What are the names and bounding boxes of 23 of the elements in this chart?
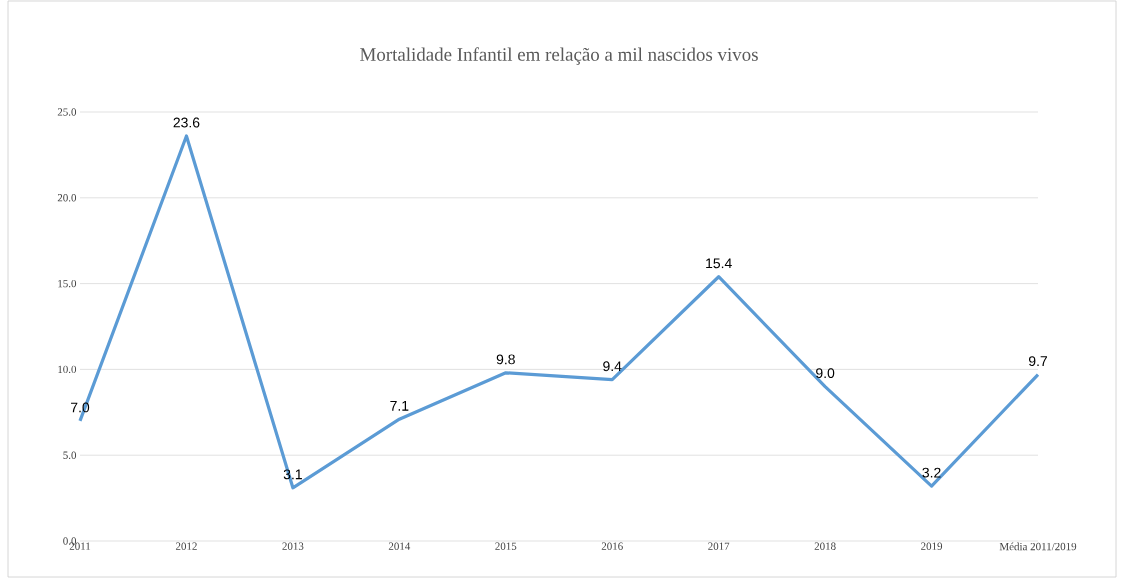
y-tick-label: 20.0 [57,194,77,202]
data-label: 7.1 [390,401,409,411]
x-tick-label: 2013 [282,542,304,550]
data-label: 15.4 [706,258,732,269]
chart-title: Mortalidade Infantil em relação a mil nascidos vivos [360,47,758,65]
x-tick-label: 2015 [495,542,517,550]
x-tick-label: Média 2011/2019 [999,542,1077,551]
x-tick-label: 2017 [708,542,730,550]
x-tick-label: 2016 [601,542,623,550]
data-label: 9.0 [816,368,835,379]
data-label: 9.4 [603,361,622,372]
y-tick-label: 25.0 [57,108,77,116]
x-tick-label: 2018 [814,542,836,550]
data-label: 3.2 [922,467,941,478]
data-label: 9.8 [496,354,515,365]
data-label: 9.7 [1028,356,1048,367]
x-tick-label: 2012 [175,542,197,550]
y-tick-label: 5.0 [63,451,77,459]
x-tick-label: 2019 [921,542,943,550]
y-tick-label: 10.0 [58,365,77,374]
x-tick-label: 2014 [388,542,411,550]
data-label: 23.6 [173,117,200,128]
y-tick-label: 15.0 [58,279,77,288]
